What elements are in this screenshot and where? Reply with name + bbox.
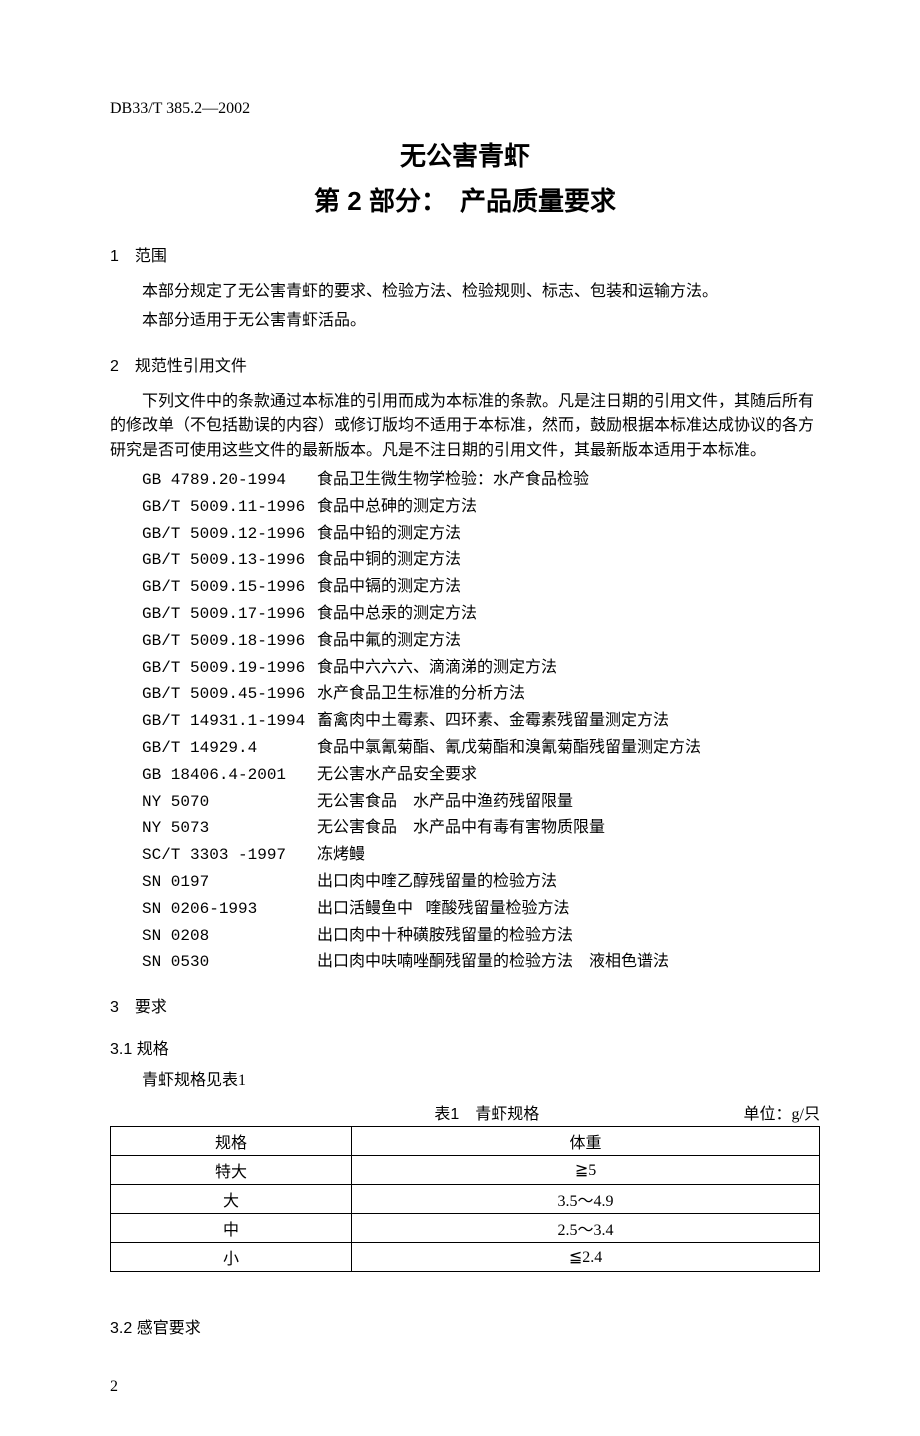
reference-desc: 无公害食品 水产品中渔药残留限量: [317, 790, 820, 815]
reference-item: SN 0208出口肉中十种磺胺残留量的检验方法: [142, 924, 820, 949]
table-cell: 特大: [111, 1155, 352, 1184]
reference-desc: 食品中氯氰菊酯、氰戊菊酯和溴氰菊酯残留量测定方法: [317, 736, 820, 761]
table-caption: 表1 青虾规格: [230, 1100, 744, 1124]
title-main: 无公害青虾: [110, 136, 820, 173]
reference-desc: 食品中镉的测定方法: [317, 575, 820, 600]
reference-item: GB 4789.20-1994食品卫生微生物学检验：水产食品检验: [142, 468, 820, 493]
table-cell: 3.5～4.9: [352, 1184, 820, 1213]
reference-item: GB 18406.4-2001无公害水产品安全要求: [142, 763, 820, 788]
reference-item: GB/T 5009.15-1996食品中镉的测定方法: [142, 575, 820, 600]
reference-item: GB/T 14929.4食品中氯氰菊酯、氰戊菊酯和溴氰菊酯残留量测定方法: [142, 736, 820, 761]
reference-item: GB/T 5009.18-1996食品中氟的测定方法: [142, 629, 820, 654]
title-block: 无公害青虾 第 2 部分： 产品质量要求: [110, 136, 820, 218]
table-row: 中2.5～3.4: [111, 1213, 820, 1242]
reference-code: GB/T 5009.15-1996: [142, 575, 317, 600]
reference-desc: 水产食品卫生标准的分析方法: [317, 682, 820, 707]
reference-code: GB/T 5009.19-1996: [142, 656, 317, 681]
reference-desc: 无公害食品 水产品中有毒有害物质限量: [317, 816, 820, 841]
heading-references: 2 规范性引用文件: [110, 352, 820, 376]
section-scope: 1 范围 本部分规定了无公害青虾的要求、检验方法、检验规则、标志、包装和运输方法…: [110, 242, 820, 334]
reference-desc: 食品卫生微生物学检验：水产食品检验: [317, 468, 820, 493]
table-row: 大3.5～4.9: [111, 1184, 820, 1213]
reference-code: NY 5070: [142, 790, 317, 815]
doc-code: DB33/T 385.2—2002: [110, 100, 820, 118]
table-header-cell: 体重: [352, 1126, 820, 1155]
reference-item: GB/T 14931.1-1994畜禽肉中土霉素、四环素、金霉素残留量测定方法: [142, 709, 820, 734]
reference-desc: 食品中铅的测定方法: [317, 522, 820, 547]
reference-code: SN 0206-1993: [142, 897, 317, 922]
table-cell: ≧5: [352, 1155, 820, 1184]
spec-intro: 青虾规格见表1: [110, 1069, 820, 1094]
table-header-row: 规格体重: [111, 1126, 820, 1155]
section-spec: 3.1 规格 青虾规格见表1 表1 青虾规格 单位：g/只 规格体重特大≧5大3…: [110, 1035, 820, 1272]
reference-item: GB/T 5009.17-1996食品中总汞的测定方法: [142, 602, 820, 627]
table-unit: 单位：g/只: [744, 1100, 820, 1124]
reference-code: GB 4789.20-1994: [142, 468, 317, 493]
reference-code: GB/T 5009.17-1996: [142, 602, 317, 627]
reference-item: GB/T 5009.12-1996食品中铅的测定方法: [142, 522, 820, 547]
reference-desc: 出口肉中呋喃唑酮残留量的检验方法 液相色谱法: [317, 950, 820, 975]
title-sub: 第 2 部分： 产品质量要求: [110, 181, 820, 218]
reference-item: SN 0206-1993出口活鳗鱼中􀀀喹酸残留量检验方法: [142, 897, 820, 922]
reference-desc: 食品中六六六、滴滴涕的测定方法: [317, 656, 820, 681]
reference-desc: 出口活鳗鱼中􀀀喹酸残留量检验方法: [317, 897, 820, 922]
reference-desc: 出口肉中喹乙醇残留量的检验方法: [317, 870, 820, 895]
reference-item: SN 0197出口肉中喹乙醇残留量的检验方法: [142, 870, 820, 895]
table-row: 小≦2.4: [111, 1242, 820, 1271]
section-references: 2 规范性引用文件 下列文件中的条款通过本标准的引用而成为本标准的条款。凡是注日…: [110, 352, 820, 976]
reference-code: SN 0208: [142, 924, 317, 949]
heading-scope: 1 范围: [110, 242, 820, 266]
reference-item: SC/T 3303 -1997冻烤鳗: [142, 843, 820, 868]
table-cell: ≦2.4: [352, 1242, 820, 1271]
reference-code: NY 5073: [142, 816, 317, 841]
scope-p2: 本部分适用于无公害青虾活品。: [110, 309, 820, 334]
reference-code: GB/T 5009.13-1996: [142, 548, 317, 573]
reference-item: SN 0530出口肉中呋喃唑酮残留量的检验方法 液相色谱法: [142, 950, 820, 975]
heading-requirements: 3 要求: [110, 993, 820, 1017]
references-intro: 下列文件中的条款通过本标准的引用而成为本标准的条款。凡是注日期的引用文件，其随后…: [110, 390, 820, 464]
table-cell: 小: [111, 1242, 352, 1271]
reference-code: GB/T 5009.45-1996: [142, 682, 317, 707]
table-row: 特大≧5: [111, 1155, 820, 1184]
reference-desc: 食品中氟的测定方法: [317, 629, 820, 654]
table-cell: 中: [111, 1213, 352, 1242]
table-header-cell: 规格: [111, 1126, 352, 1155]
heading-spec: 3.1 规格: [110, 1035, 820, 1059]
reference-item: GB/T 5009.19-1996食品中六六六、滴滴涕的测定方法: [142, 656, 820, 681]
reference-code: GB/T 5009.18-1996: [142, 629, 317, 654]
reference-desc: 畜禽肉中土霉素、四环素、金霉素残留量测定方法: [317, 709, 820, 734]
spec-table: 规格体重特大≧5大3.5～4.9中2.5～3.4小≦2.4: [110, 1126, 820, 1272]
reference-code: GB/T 14929.4: [142, 736, 317, 761]
reference-desc: 食品中铜的测定方法: [317, 548, 820, 573]
reference-item: GB/T 5009.45-1996水产食品卫生标准的分析方法: [142, 682, 820, 707]
scope-p1: 本部分规定了无公害青虾的要求、检验方法、检验规则、标志、包装和运输方法。: [110, 280, 820, 305]
reference-desc: 出口肉中十种磺胺残留量的检验方法: [317, 924, 820, 949]
page-number: 2: [110, 1378, 820, 1396]
section-sensory: 3.2 感官要求: [110, 1314, 820, 1338]
reference-list: GB 4789.20-1994食品卫生微生物学检验：水产食品检验GB/T 500…: [110, 468, 820, 975]
reference-item: GB/T 5009.11-1996食品中总砷的测定方法: [142, 495, 820, 520]
reference-desc: 无公害水产品安全要求: [317, 763, 820, 788]
reference-code: GB/T 5009.12-1996: [142, 522, 317, 547]
table-cell: 2.5～3.4: [352, 1213, 820, 1242]
heading-sensory: 3.2 感官要求: [110, 1314, 820, 1338]
reference-code: SC/T 3303 -1997: [142, 843, 317, 868]
table-cell: 大: [111, 1184, 352, 1213]
reference-desc: 冻烤鳗: [317, 843, 820, 868]
section-requirements: 3 要求: [110, 993, 820, 1017]
reference-desc: 食品中总汞的测定方法: [317, 602, 820, 627]
reference-item: GB/T 5009.13-1996食品中铜的测定方法: [142, 548, 820, 573]
reference-code: SN 0197: [142, 870, 317, 895]
reference-desc: 食品中总砷的测定方法: [317, 495, 820, 520]
reference-item: NY 5070无公害食品 水产品中渔药残留限量: [142, 790, 820, 815]
table-caption-row: 表1 青虾规格 单位：g/只: [110, 1100, 820, 1124]
reference-item: NY 5073无公害食品 水产品中有毒有害物质限量: [142, 816, 820, 841]
reference-code: SN 0530: [142, 950, 317, 975]
reference-code: GB/T 5009.11-1996: [142, 495, 317, 520]
reference-code: GB/T 14931.1-1994: [142, 709, 317, 734]
reference-code: GB 18406.4-2001: [142, 763, 317, 788]
